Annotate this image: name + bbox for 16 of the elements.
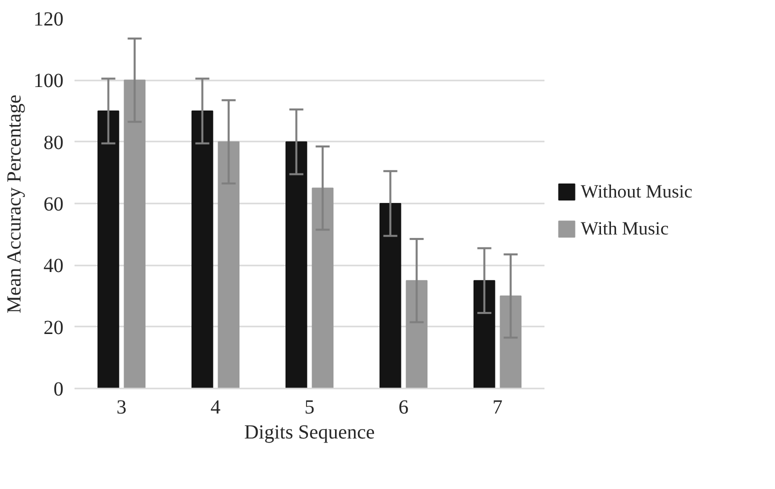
y-axis-title: Mean Accuracy Percentage (4, 94, 26, 314)
legend-label: Without Music (580, 181, 692, 202)
y-tick-label: 40 (44, 255, 64, 278)
legend-label: With Music (580, 218, 669, 240)
y-tick-label: 80 (44, 132, 64, 154)
x-axis-title: Digits Sequence (244, 422, 375, 444)
y-tick-label: 120 (34, 8, 64, 30)
y-tick-label: 100 (34, 70, 64, 92)
x-tick-label: 7 (492, 396, 502, 418)
x-tick-label: 3 (116, 396, 126, 418)
y-tick-label: 20 (44, 316, 64, 339)
x-tick-label: 5 (304, 396, 314, 418)
y-tick-label: 0 (54, 378, 64, 400)
x-tick-label: 6 (398, 396, 408, 418)
y-tick-label: 60 (44, 194, 64, 216)
x-tick-label: 4 (210, 396, 220, 418)
